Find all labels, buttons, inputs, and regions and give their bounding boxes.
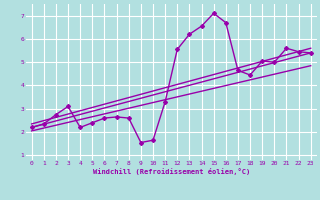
- X-axis label: Windchill (Refroidissement éolien,°C): Windchill (Refroidissement éolien,°C): [92, 168, 250, 175]
